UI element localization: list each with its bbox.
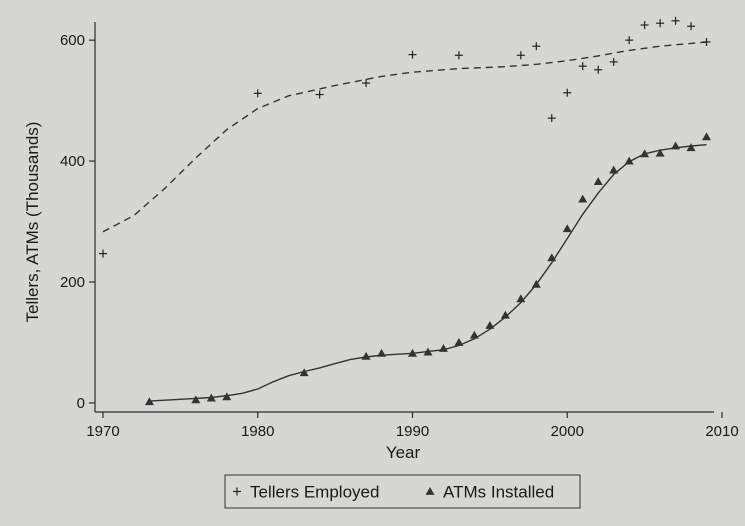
tellers-employed-point bbox=[362, 79, 371, 88]
atms-installed-point bbox=[500, 310, 510, 319]
y-tick-label: 0 bbox=[77, 395, 85, 412]
atms-installed-point bbox=[578, 194, 588, 203]
atms-installed-point bbox=[222, 392, 232, 401]
x-tick-label: 1990 bbox=[396, 423, 429, 440]
atms-installed-point bbox=[423, 347, 433, 356]
data-marks bbox=[99, 16, 712, 406]
axes: 1970 1980 1990 2000 2010 0 200 400 600 bbox=[60, 22, 739, 440]
tellers-employed-point bbox=[594, 65, 603, 74]
legend: Tellers Employed ATMs Installed bbox=[224, 474, 581, 509]
legend-atms-installed-label: ATMs Installed bbox=[443, 483, 554, 502]
legend-box bbox=[224, 474, 581, 509]
legend-tellers-employed-label: Tellers Employed bbox=[250, 483, 379, 502]
tellers-employed-point bbox=[640, 21, 649, 30]
tellers-employed-point bbox=[578, 62, 587, 71]
tellers-employed-point bbox=[532, 42, 541, 51]
atms-installed-point bbox=[377, 348, 387, 357]
y-tick-label: 400 bbox=[60, 153, 85, 170]
tellers-employed-point bbox=[671, 16, 680, 25]
legend-atms-installed-marker bbox=[425, 487, 435, 495]
tellers-employed-point bbox=[563, 88, 572, 97]
atms-installed-point bbox=[454, 337, 464, 346]
legend-tellers-employed-marker bbox=[233, 487, 241, 496]
atms-installed-point bbox=[299, 368, 309, 377]
y-axis-title: Tellers, ATMs (Thousands) bbox=[23, 122, 42, 323]
x-tick-label: 2010 bbox=[705, 423, 738, 440]
atms-installed-point bbox=[686, 143, 696, 152]
tellers-employed-point bbox=[408, 50, 417, 59]
atms-installed-point bbox=[531, 279, 541, 288]
tellers-employed-point bbox=[253, 89, 262, 98]
tellers-employed-point bbox=[516, 51, 525, 60]
tellers-employed-point bbox=[547, 114, 556, 123]
atms-installed-point bbox=[547, 253, 557, 262]
atms-installed-point bbox=[206, 393, 216, 402]
atms-installed-point bbox=[655, 148, 665, 157]
tellers-employed-point bbox=[656, 19, 665, 28]
x-tick-label: 1980 bbox=[241, 423, 274, 440]
atms-installed-point bbox=[408, 348, 417, 357]
x-tick-label: 1970 bbox=[86, 423, 119, 440]
atms-installed-point bbox=[671, 141, 681, 150]
tellers-employed-point bbox=[99, 249, 107, 258]
x-axis-title: Year bbox=[386, 443, 421, 462]
tellers-employed-point bbox=[687, 22, 696, 31]
y-tick-label: 600 bbox=[60, 32, 85, 49]
atms-installed-point bbox=[191, 395, 201, 404]
atms-installed-point bbox=[640, 149, 650, 158]
y-tick-label: 200 bbox=[60, 274, 85, 291]
atms-installed-fit-line bbox=[149, 144, 707, 402]
fit-lines bbox=[102, 41, 707, 402]
atms-installed-point bbox=[516, 294, 526, 303]
x-tick-label: 2000 bbox=[551, 423, 584, 440]
atms-installed-point bbox=[609, 165, 619, 174]
atms-installed-point bbox=[562, 224, 572, 233]
atms-installed-point bbox=[361, 351, 371, 360]
atms-installed-point bbox=[469, 330, 479, 339]
tellers-employed-point bbox=[315, 90, 324, 99]
atms-installed-point bbox=[593, 177, 603, 186]
tellers-employed-point bbox=[702, 37, 711, 46]
tellers-employed-point bbox=[454, 51, 463, 60]
tellers-employed-fit-line bbox=[102, 41, 707, 233]
tellers-employed-point bbox=[609, 57, 618, 66]
atms-installed-point bbox=[702, 132, 712, 141]
atms-installed-point bbox=[485, 321, 495, 329]
atms-installed-point bbox=[438, 344, 448, 352]
atms-installed-point bbox=[624, 156, 634, 165]
atms-installed-point bbox=[144, 397, 154, 406]
tellers-employed-point bbox=[625, 36, 634, 45]
